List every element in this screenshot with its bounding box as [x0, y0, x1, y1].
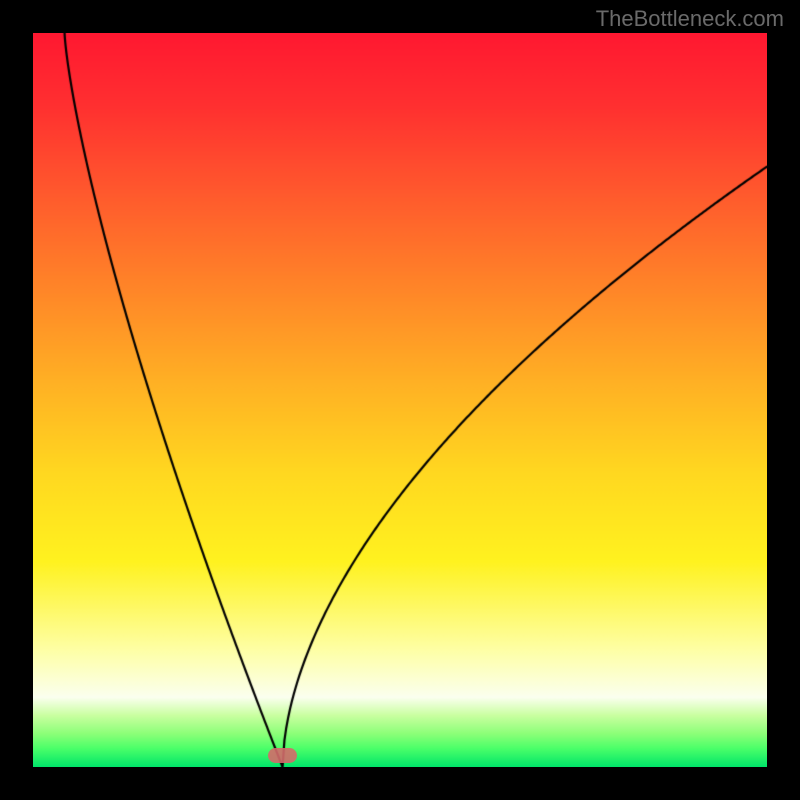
watermark-text: TheBottleneck.com [596, 6, 784, 32]
bottleneck-curve [33, 33, 767, 767]
plot-area [33, 33, 767, 767]
chart-frame: TheBottleneck.com [0, 0, 800, 800]
optimum-marker [268, 748, 297, 763]
